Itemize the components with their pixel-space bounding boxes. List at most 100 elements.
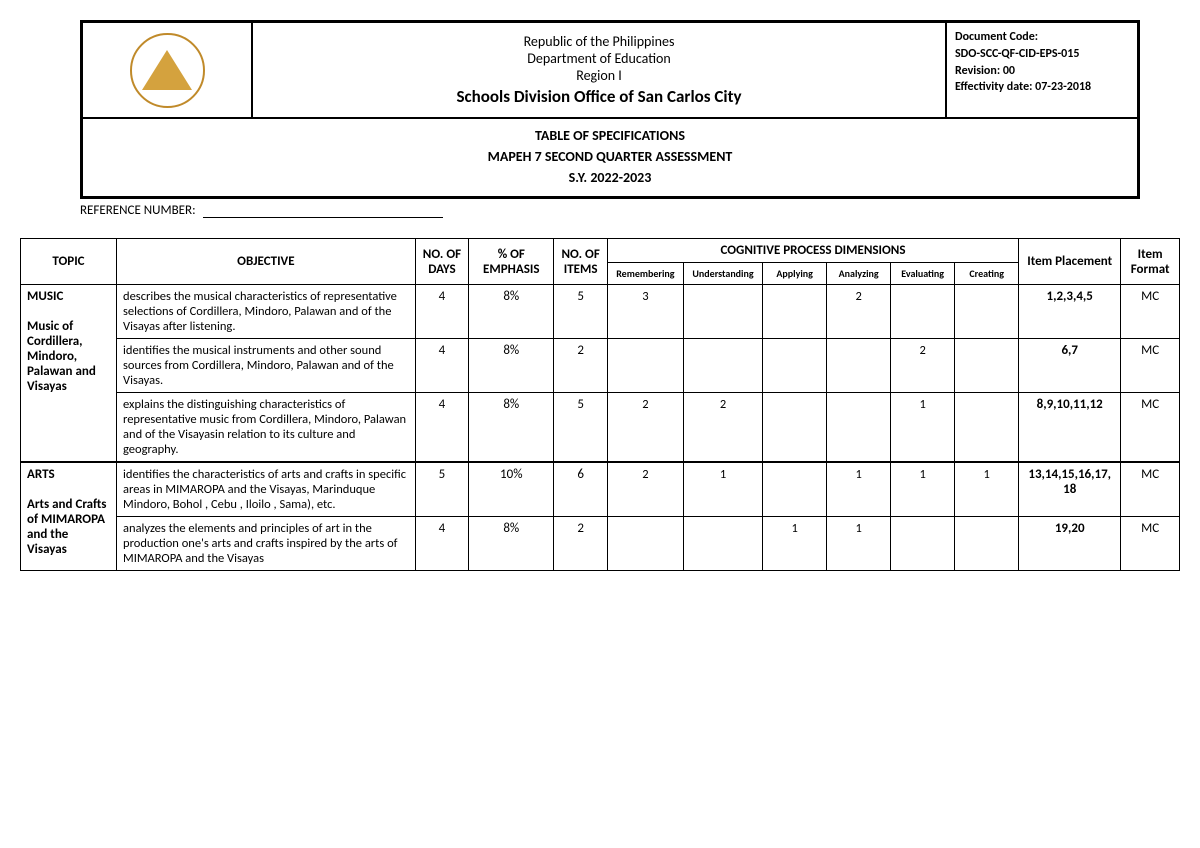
- pct-cell: 8%: [469, 285, 554, 339]
- reference-number-line: REFERENCE NUMBER:: [80, 203, 1180, 218]
- eva-cell: 2: [891, 339, 955, 393]
- format-cell: MC: [1121, 339, 1180, 393]
- days-cell: 5: [415, 462, 468, 517]
- app-cell: [763, 285, 827, 339]
- cre-cell: [955, 393, 1019, 463]
- org-title-cell: Republic of the Philippines Department o…: [253, 23, 947, 117]
- rem-cell: [607, 339, 683, 393]
- app-cell: [763, 462, 827, 517]
- doc-code-value: SDO-SCC-QF-CID-EPS-015: [955, 46, 1129, 63]
- doc-title-3: S.Y. 2022-2023: [83, 167, 1137, 188]
- col-topic: TOPIC: [21, 239, 117, 285]
- effectivity-label: Effectivity date: 07-23-2018: [955, 79, 1129, 96]
- specifications-table: TOPIC OBJECTIVE NO. OF DAYS % OF EMPHASI…: [20, 238, 1180, 571]
- placement-cell: 13,14,15,16,17, 18: [1019, 462, 1121, 517]
- objective-cell: describes the musical characteristics of…: [117, 285, 416, 339]
- spec-table-body: MUSIC Music of Cordillera, Mindoro, Pala…: [21, 285, 1180, 571]
- col-understanding: Understanding: [683, 263, 762, 285]
- pct-cell: 10%: [469, 462, 554, 517]
- objective-cell: analyzes the elements and principles of …: [117, 517, 416, 571]
- ana-cell: 2: [827, 285, 891, 339]
- rem-cell: 2: [607, 462, 683, 517]
- seal-logo: [130, 33, 205, 108]
- placement-cell: 6,7: [1019, 339, 1121, 393]
- objective-cell: identifies the characteristics of arts a…: [117, 462, 416, 517]
- doc-title-2: MAPEH 7 SECOND QUARTER ASSESSMENT: [83, 146, 1137, 167]
- col-analyzing: Analyzing: [827, 263, 891, 285]
- col-applying: Applying: [763, 263, 827, 285]
- format-cell: MC: [1121, 285, 1180, 339]
- items-cell: 5: [554, 393, 607, 463]
- title-band: TABLE OF SPECIFICATIONS MAPEH 7 SECOND Q…: [83, 119, 1137, 196]
- region-line: Region I: [263, 67, 935, 84]
- items-cell: 2: [554, 339, 607, 393]
- cre-cell: [955, 285, 1019, 339]
- col-no-days: NO. OF DAYS: [415, 239, 468, 285]
- pct-cell: 8%: [469, 517, 554, 571]
- placement-cell: 8,9,10,11,12: [1019, 393, 1121, 463]
- days-cell: 4: [415, 285, 468, 339]
- col-no-items: NO. OF ITEMS: [554, 239, 607, 285]
- topic-arts-sub: Arts and Crafts of MIMAROPA and the Visa…: [27, 497, 110, 557]
- col-remembering: Remembering: [607, 263, 683, 285]
- table-row: MUSIC Music of Cordillera, Mindoro, Pala…: [21, 285, 1180, 339]
- days-cell: 4: [415, 517, 468, 571]
- pct-cell: 8%: [469, 393, 554, 463]
- col-item-format: Item Format: [1121, 239, 1180, 285]
- format-cell: MC: [1121, 462, 1180, 517]
- placement-cell: 19,20: [1019, 517, 1121, 571]
- table-row: explains the distinguishing characterist…: [21, 393, 1180, 463]
- topic-music-sub: Music of Cordillera, Mindoro, Palawan an…: [27, 319, 110, 394]
- col-pct: % OF EMPHASIS: [469, 239, 554, 285]
- republic-line: Republic of the Philippines: [263, 33, 935, 50]
- col-evaluating: Evaluating: [891, 263, 955, 285]
- topic-arts-label: ARTS: [27, 467, 110, 482]
- revision-label: Revision: 00: [955, 63, 1129, 80]
- und-cell: [683, 285, 762, 339]
- eva-cell: 1: [891, 393, 955, 463]
- ana-cell: 1: [827, 517, 891, 571]
- items-cell: 5: [554, 285, 607, 339]
- office-line: Schools Division Office of San Carlos Ci…: [263, 86, 935, 107]
- col-objective: OBJECTIVE: [117, 239, 416, 285]
- days-cell: 4: [415, 339, 468, 393]
- topic-music-label: MUSIC: [27, 289, 110, 304]
- rem-cell: 3: [607, 285, 683, 339]
- app-cell: [763, 393, 827, 463]
- document-code-cell: Document Code: SDO-SCC-QF-CID-EPS-015 Re…: [947, 23, 1137, 117]
- col-cognitive-header: COGNITIVE PROCESS DIMENSIONS: [607, 239, 1018, 263]
- items-cell: 2: [554, 517, 607, 571]
- placement-cell: 1,2,3,4,5: [1019, 285, 1121, 339]
- doc-title-1: TABLE OF SPECIFICATIONS: [83, 125, 1137, 146]
- table-row: analyzes the elements and principles of …: [21, 517, 1180, 571]
- document-header: Republic of the Philippines Department o…: [80, 20, 1140, 199]
- und-cell: 2: [683, 393, 762, 463]
- topic-music: MUSIC Music of Cordillera, Mindoro, Pala…: [21, 285, 117, 463]
- reference-label: REFERENCE NUMBER:: [80, 203, 196, 218]
- eva-cell: 1: [891, 462, 955, 517]
- objective-cell: explains the distinguishing characterist…: [117, 393, 416, 463]
- table-row: identifies the musical instruments and o…: [21, 339, 1180, 393]
- cre-cell: 1: [955, 462, 1019, 517]
- und-cell: [683, 339, 762, 393]
- objective-cell: identifies the musical instruments and o…: [117, 339, 416, 393]
- ana-cell: [827, 339, 891, 393]
- doc-code-label: Document Code:: [955, 29, 1129, 46]
- app-cell: [763, 339, 827, 393]
- format-cell: MC: [1121, 517, 1180, 571]
- col-creating: Creating: [955, 263, 1019, 285]
- table-row: ARTS Arts and Crafts of MIMAROPA and the…: [21, 462, 1180, 517]
- department-line: Department of Education: [263, 50, 935, 67]
- pct-cell: 8%: [469, 339, 554, 393]
- ana-cell: 1: [827, 462, 891, 517]
- days-cell: 4: [415, 393, 468, 463]
- reference-blank: [203, 217, 443, 218]
- eva-cell: [891, 285, 955, 339]
- ana-cell: [827, 393, 891, 463]
- format-cell: MC: [1121, 393, 1180, 463]
- und-cell: [683, 517, 762, 571]
- items-cell: 6: [554, 462, 607, 517]
- app-cell: 1: [763, 517, 827, 571]
- cre-cell: [955, 339, 1019, 393]
- und-cell: 1: [683, 462, 762, 517]
